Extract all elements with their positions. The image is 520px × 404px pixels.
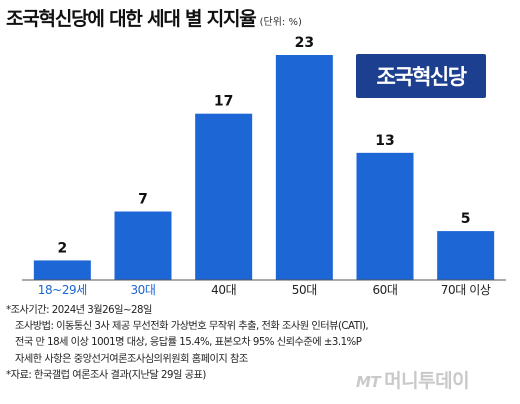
- value-label-2: 17: [214, 94, 233, 110]
- chart-title: 조국혁신당에 대한 세대 별 지지율 (단위: %): [6, 4, 302, 31]
- bar-3: [275, 55, 333, 280]
- party-logo-text: 조국혁신당: [376, 65, 467, 89]
- watermark-text: 머니투데이: [384, 370, 470, 392]
- note-period: *조사기간: 2024년 3월26일~28일: [6, 305, 152, 316]
- bar-2: [195, 113, 253, 281]
- watermark: MT 머니투데이: [356, 366, 470, 393]
- category-label-4: 60대: [372, 283, 397, 297]
- unit-label: (단위: %): [259, 17, 302, 28]
- bar-1: [114, 211, 172, 280]
- category-label-5: 70대 이상: [441, 283, 491, 297]
- note-sample: 전국 만 18세 이상 1001명 대상, 응답률 15.4%, 표본오차 95…: [15, 337, 362, 349]
- value-label-3: 23: [295, 35, 314, 51]
- watermark-mark: MT: [356, 373, 381, 391]
- party-logo: 조국혁신당: [356, 54, 486, 98]
- category-label-2: 40대: [211, 283, 236, 297]
- value-label-0: 2: [57, 240, 67, 256]
- note-source: *자료: 한국갤럽 여론조사 결과(지난달 29일 공표): [6, 369, 206, 381]
- bar-4: [356, 152, 414, 280]
- value-label-4: 13: [375, 133, 394, 149]
- category-label-0: 18~29세: [38, 283, 87, 297]
- value-label-5: 5: [461, 211, 471, 227]
- chart-title-text: 조국혁신당에 대한 세대 별 지지율: [6, 8, 257, 30]
- note-reference: 자세한 사항은 중앙선거여론조사심의위원회 홈페이지 참조: [15, 353, 248, 365]
- survey-notes: *조사기간: 2024년 3월26일~28일 조사방법: 이동통신 3사 제공 …: [6, 303, 369, 384]
- bar-0: [33, 260, 91, 280]
- category-label-3: 50대: [292, 283, 317, 297]
- note-method: 조사방법: 이동통신 3사 제공 무선전화 가상번호 무작위 추출, 전화 조사…: [15, 321, 369, 333]
- category-label-1: 30대: [130, 283, 155, 297]
- bar-5: [437, 231, 495, 280]
- value-label-1: 7: [138, 192, 148, 208]
